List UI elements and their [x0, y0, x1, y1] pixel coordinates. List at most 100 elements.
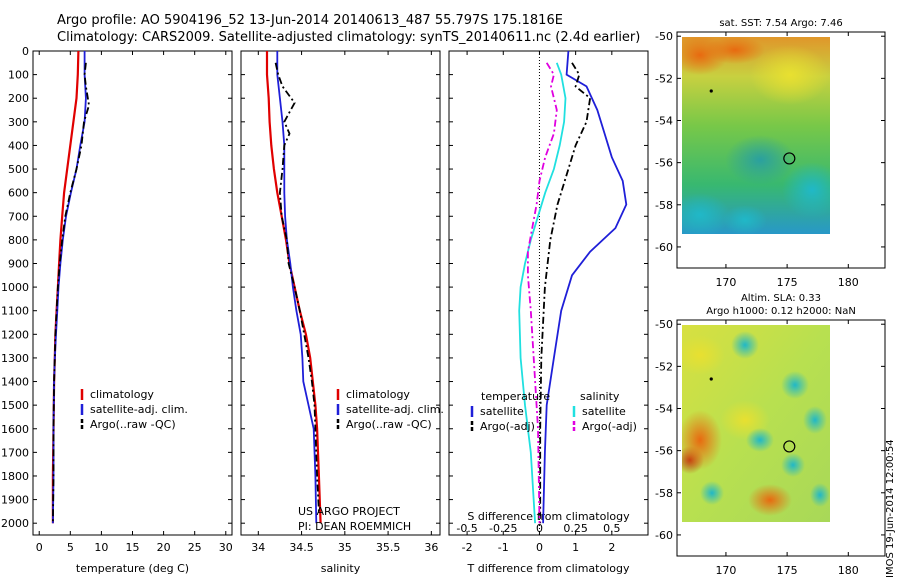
lon-tick-label: 170: [715, 564, 736, 577]
sst-reference-point: [709, 89, 713, 93]
s-diff-tick-label: -0.25: [489, 522, 517, 535]
depth-tick-label: 300: [8, 116, 29, 129]
depth-tick-label: 1500: [1, 399, 29, 412]
salinity-frame: [240, 50, 441, 536]
x-tick-label: 1: [572, 541, 579, 554]
legend-label: satellite: [582, 405, 626, 418]
depth-tick-label: 700: [8, 210, 29, 223]
depth-tick-label: 600: [8, 187, 29, 200]
salinity-panel: 34 34.5 35 35.5 36 salinity climatology satelli…: [240, 50, 444, 575]
lat-tick-label: -52: [655, 360, 673, 373]
lon-tick-label: 180: [838, 564, 859, 577]
figure-subtitle: Climatology: CARS2009. Satellite-adjuste…: [57, 30, 641, 45]
profile-panels: 0100200300400500600700800900100011001200…: [1, 45, 649, 575]
legend-label: climatology: [90, 388, 154, 401]
x-tick-label: -1: [498, 541, 509, 554]
depth-tick-label: 900: [8, 257, 29, 270]
depth-tick-label: 1400: [1, 376, 29, 389]
argo-raw-qc-line: [274, 62, 320, 512]
x-tick-label: 0: [536, 541, 543, 554]
x-tick-label: 20: [157, 541, 171, 554]
x-tick-label: 36: [424, 541, 438, 554]
lat-tick-label: -50: [655, 318, 673, 331]
depth-tick-label: 500: [8, 163, 29, 176]
x-tick-label: 35: [338, 541, 352, 554]
imos-timestamp: IMOS 19-Jun-2014 12:00:54: [885, 439, 896, 578]
x-tick-label: 30: [219, 541, 233, 554]
s-satellite-line: [518, 62, 567, 524]
sla-map-subtitle: Argo h1000: 0.12 h2000: NaN: [706, 306, 856, 317]
depth-tick-label: 1800: [1, 470, 29, 483]
differences-panel: -2 -1 0 1 2 T difference from climatology -0.5…: [448, 50, 649, 575]
depth-tick-label: 800: [8, 234, 29, 247]
depth-tick-label: 1700: [1, 446, 29, 459]
s-argo-adj-line: [527, 62, 558, 524]
sla-argo-position-marker: [783, 440, 796, 453]
x-tick-label: 2: [608, 541, 615, 554]
temperature-panel: 0 100 200 300 400 500 600 700 800 900 1000 1100 1200…: [1, 45, 233, 575]
project-credit: US ARGO PROJECT: [298, 505, 400, 518]
legend-label: satellite: [480, 405, 524, 418]
argo-raw-qc-line: [52, 62, 90, 524]
legend-label: satellite-adj. clim.: [346, 403, 444, 416]
differences-frame: [448, 50, 649, 536]
sst-map-title: sat. SST: 7.54 Argo: 7.46: [719, 18, 842, 29]
sla-map-title: Altim. SLA: 0.33: [741, 293, 821, 304]
legend-label: Argo(-adj): [480, 420, 535, 433]
temperature-frame: [32, 50, 233, 536]
sst-map: sat. SST: 7.54 Argo: 7.46 170 175 180 -50 -5…: [655, 18, 886, 289]
lat-tick-label: -56: [655, 157, 673, 170]
climatology-line: [51, 50, 80, 524]
lat-tick-label: -58: [655, 199, 673, 212]
lat-tick-label: -54: [655, 115, 673, 128]
temperature-x-axis-label: temperature (deg C): [76, 562, 189, 575]
legend-label: Argo(..raw -QC): [346, 418, 432, 431]
x-tick-label: 15: [126, 541, 140, 554]
s-diff-tick-label: 0.25: [563, 522, 588, 535]
depth-tick-label: 1200: [1, 328, 29, 341]
s-diff-tick-label: -0.5: [456, 522, 477, 535]
depth-tick-label: 1000: [1, 281, 29, 294]
sla-map: Altim. SLA: 0.33 Argo h1000: 0.12 h2000:…: [655, 293, 886, 577]
differences-x-axis-label: T difference from climatology: [467, 562, 630, 575]
legend-label: climatology: [346, 388, 410, 401]
sla-map-axes: 170 175 180 -50 -52 -54 -56 -58 -60: [655, 318, 885, 577]
lat-tick-label: -56: [655, 445, 673, 458]
x-tick-label: -2: [462, 541, 473, 554]
depth-tick-label: 200: [8, 92, 29, 105]
lat-tick-label: -50: [655, 30, 673, 43]
figure-title: Argo profile: AO 5904196_52 13-Jun-2014 …: [57, 13, 563, 28]
x-tick-label: 25: [188, 541, 202, 554]
x-tick-label: 5: [67, 541, 74, 554]
lon-tick-label: 175: [777, 564, 798, 577]
salinity-x-axis-label: salinity: [321, 562, 361, 575]
legend-label: Argo(..raw -QC): [90, 418, 176, 431]
x-tick-label: 0: [36, 541, 43, 554]
lat-tick-label: -52: [655, 72, 673, 85]
s-diff-tick-label: 0.5: [603, 522, 621, 535]
legend-title: salinity: [580, 390, 620, 403]
x-tick-label: 34: [251, 541, 265, 554]
lon-tick-label: 175: [777, 276, 798, 289]
sla-reference-point: [709, 377, 713, 381]
depth-tick-label: 400: [8, 139, 29, 152]
lat-tick-label: -54: [655, 403, 673, 416]
t-argo-adj-line: [539, 62, 592, 524]
depth-tick-label: 100: [8, 69, 29, 82]
depth-tick-label: 1900: [1, 494, 29, 507]
depth-tick-label: 1300: [1, 352, 29, 365]
legend-label: satellite-adj. clim.: [90, 403, 188, 416]
sla-map-field: [682, 325, 830, 522]
x-tick-label: 35.5: [376, 541, 401, 554]
satellite-adj-clim-line: [276, 51, 318, 524]
lat-tick-label: -60: [655, 241, 673, 254]
lon-tick-label: 170: [715, 276, 736, 289]
lat-tick-label: -60: [655, 529, 673, 542]
s-diff-axis-label: S difference from climatology: [467, 510, 630, 523]
depth-tick-label: 1100: [1, 305, 29, 318]
x-tick-label: 34.5: [289, 541, 314, 554]
x-tick-label: 10: [94, 541, 108, 554]
t-satellite-line: [542, 50, 628, 524]
legend-title: temperature: [481, 390, 550, 403]
